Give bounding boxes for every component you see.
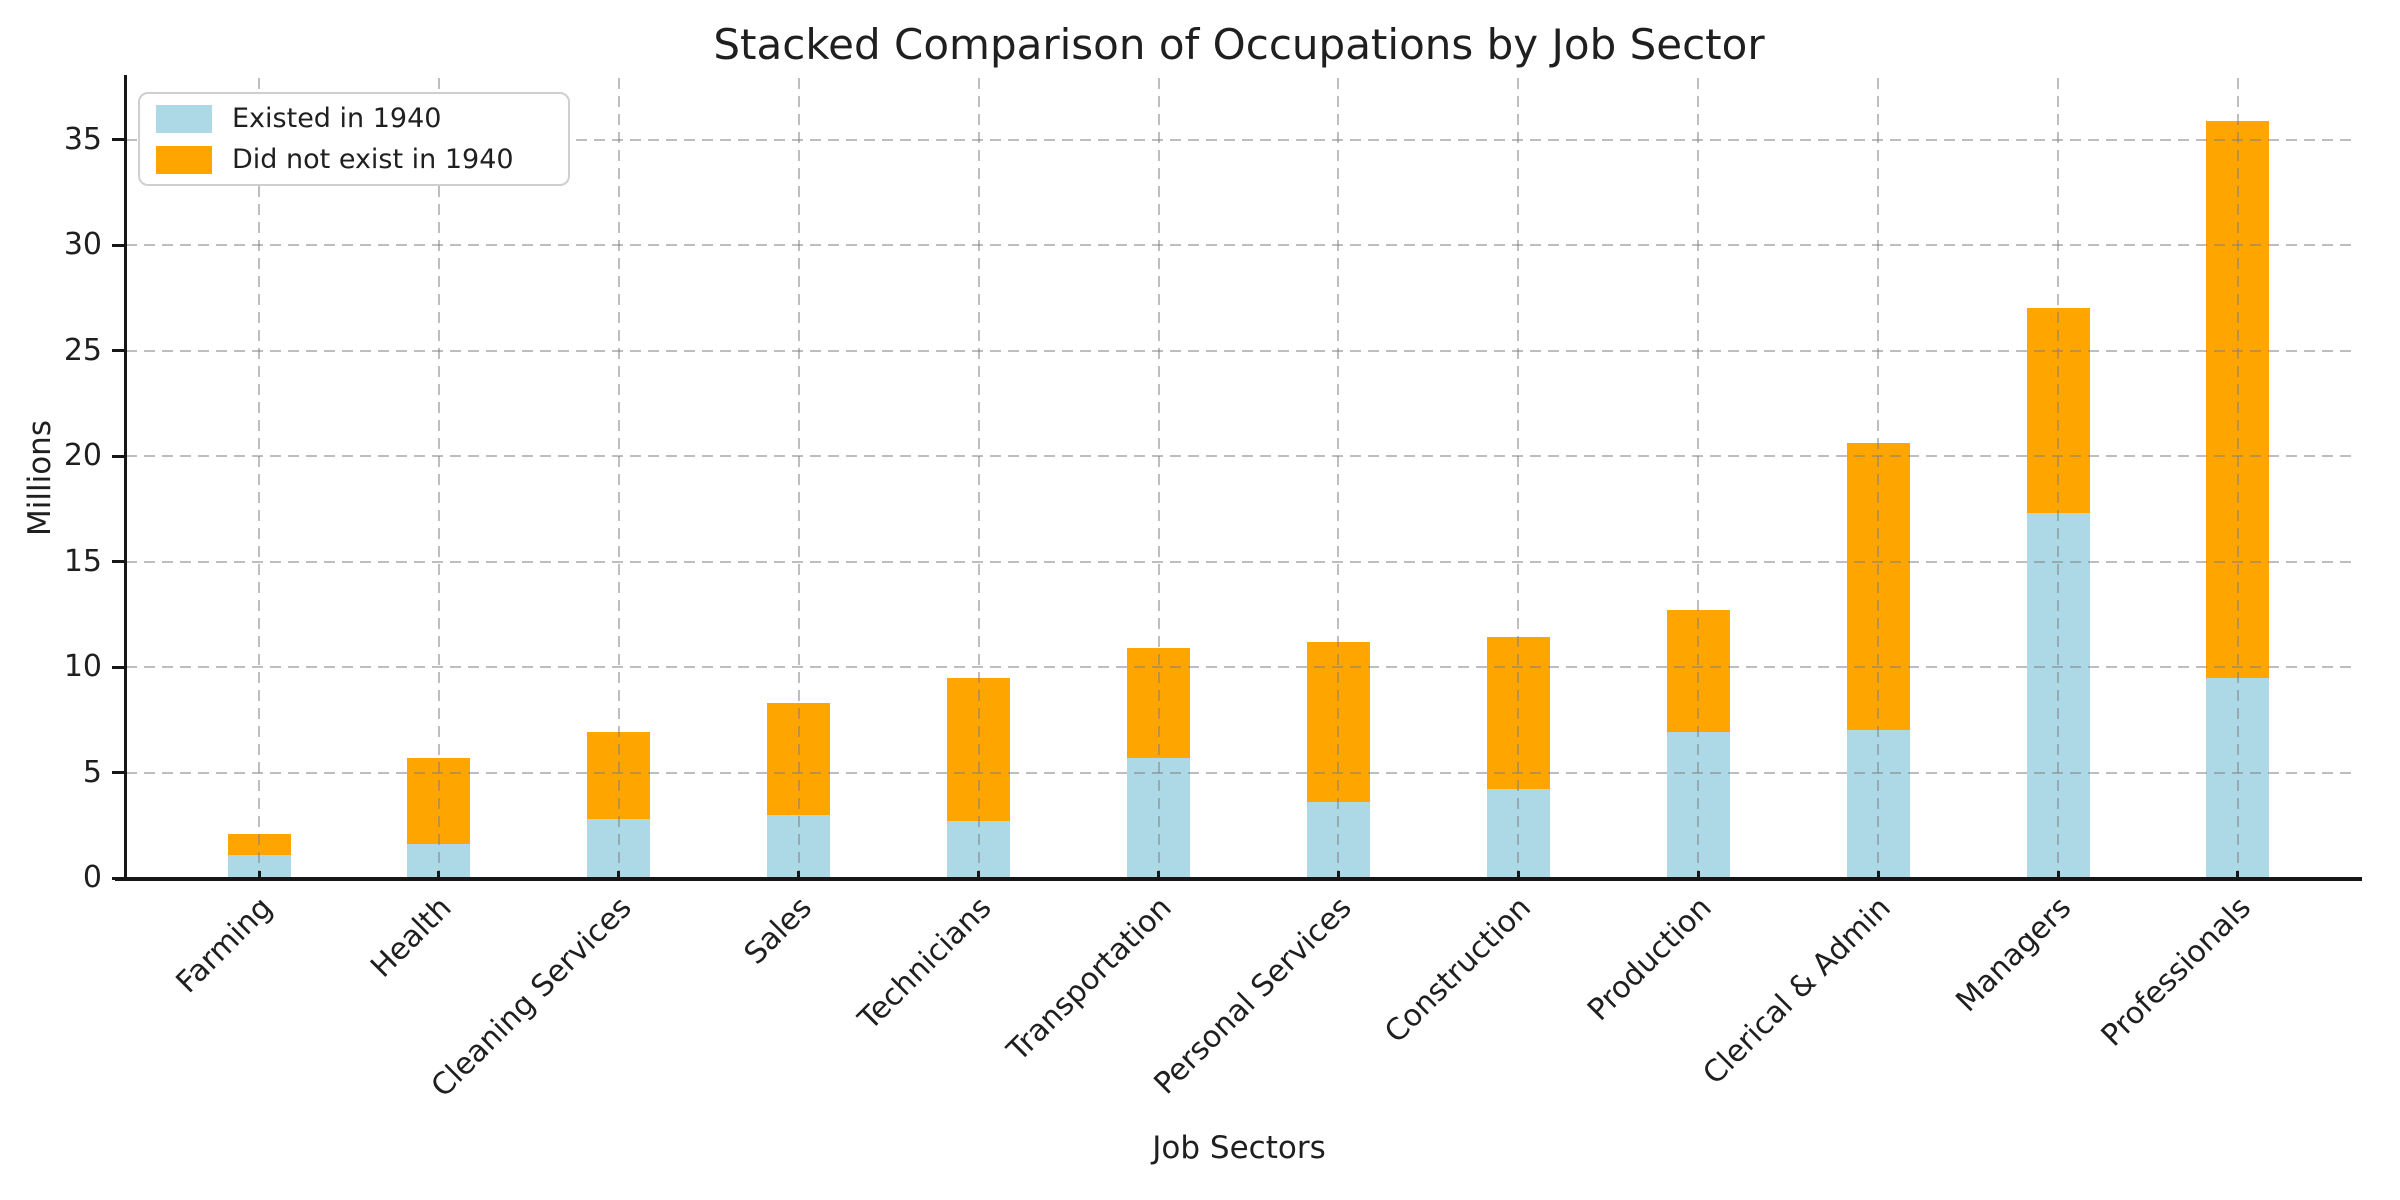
y-tick-label: 35: [63, 121, 102, 157]
gridline-horizontal: [126, 244, 2352, 246]
gridline-vertical: [797, 78, 800, 878]
gridline-horizontal: [126, 349, 2352, 352]
gridline-vertical: [977, 78, 980, 878]
y-axis-tick: [112, 560, 126, 563]
x-axis-tick: [1516, 871, 1520, 880]
x-tick-label: Cleaning Services: [424, 890, 639, 1105]
x-axis-tick: [1876, 871, 1880, 880]
x-axis-tick: [437, 871, 441, 880]
chart-title: Stacked Comparison of Occupations by Job…: [713, 20, 1765, 69]
x-axis-tick: [1696, 871, 1700, 880]
x-tick-label: Managers: [1949, 890, 2079, 1020]
y-axis-tick: [112, 454, 126, 458]
legend-label-existed: Existed in 1940: [232, 103, 442, 134]
legend-swatch-new-work: [156, 145, 212, 174]
x-axis-tick: [2236, 871, 2240, 880]
x-tick-label: Clerical & Admin: [1696, 890, 1899, 1092]
x-tick-label: Construction: [1378, 890, 1539, 1051]
x-tick-label: Technicians: [851, 890, 999, 1037]
y-axis-tick: [112, 243, 126, 247]
x-axis-tick: [797, 871, 801, 880]
y-tick-label: 10: [63, 649, 102, 684]
x-axis-tick: [2056, 871, 2060, 880]
gridline-vertical: [258, 78, 260, 878]
x-axis-tick: [1336, 871, 1340, 880]
gridline-vertical: [437, 78, 440, 878]
gridline-vertical: [2057, 78, 2059, 878]
x-tick-label: Production: [1580, 890, 1719, 1028]
y-axis-tick: [112, 771, 126, 774]
y-tick-label: 30: [63, 227, 102, 262]
legend-label-new-work: Did not exist in 1940: [232, 144, 514, 175]
x-tick-label: Personal Services: [1147, 890, 1359, 1102]
y-axis-tick: [112, 138, 126, 141]
gridline-horizontal: [126, 455, 2352, 457]
gridline-vertical: [1157, 78, 1160, 878]
y-tick-label: 5: [82, 754, 102, 790]
x-axis-tick: [617, 871, 621, 880]
x-tick-label: Transportation: [1000, 890, 1179, 1069]
gridline-horizontal: [126, 771, 2352, 774]
x-tick-label: Sales: [737, 890, 819, 972]
legend-swatch-existed: [156, 104, 212, 133]
y-tick-label: 20: [63, 438, 102, 473]
x-axis-tick: [977, 871, 981, 880]
gridline-vertical: [1697, 78, 1700, 878]
y-tick-label: 25: [63, 332, 102, 368]
y-axis-label: Millions: [22, 420, 58, 536]
gridline-vertical: [1337, 78, 1340, 878]
legend: Existed in 1940 Did not exist in 1940: [138, 92, 570, 186]
legend-item-new-work: Did not exist in 1940: [156, 144, 568, 175]
y-tick-label: 0: [82, 860, 102, 895]
gridline-vertical: [1877, 78, 1880, 878]
y-axis-spine: [124, 75, 127, 881]
gridline-vertical: [1517, 78, 1520, 878]
gridline-horizontal: [126, 560, 2352, 563]
gridline-vertical: [2236, 78, 2239, 878]
x-axis-tick: [257, 871, 261, 880]
x-tick-label: Professionals: [2094, 890, 2258, 1054]
legend-item-existed: Existed in 1940: [156, 103, 568, 134]
x-tick-label: Health: [364, 890, 459, 985]
x-axis-label: Job Sectors: [1152, 1130, 1326, 1166]
x-tick-label: Farming: [169, 890, 280, 1001]
y-axis-tick: [112, 349, 126, 352]
x-axis-spine: [115, 877, 2362, 881]
y-tick-label: 15: [63, 543, 102, 579]
gridline-horizontal: [126, 666, 2352, 668]
y-axis-tick: [112, 665, 126, 669]
gridline-vertical: [617, 78, 620, 878]
gridline-horizontal: [126, 138, 2352, 141]
x-axis-tick: [1157, 871, 1160, 880]
